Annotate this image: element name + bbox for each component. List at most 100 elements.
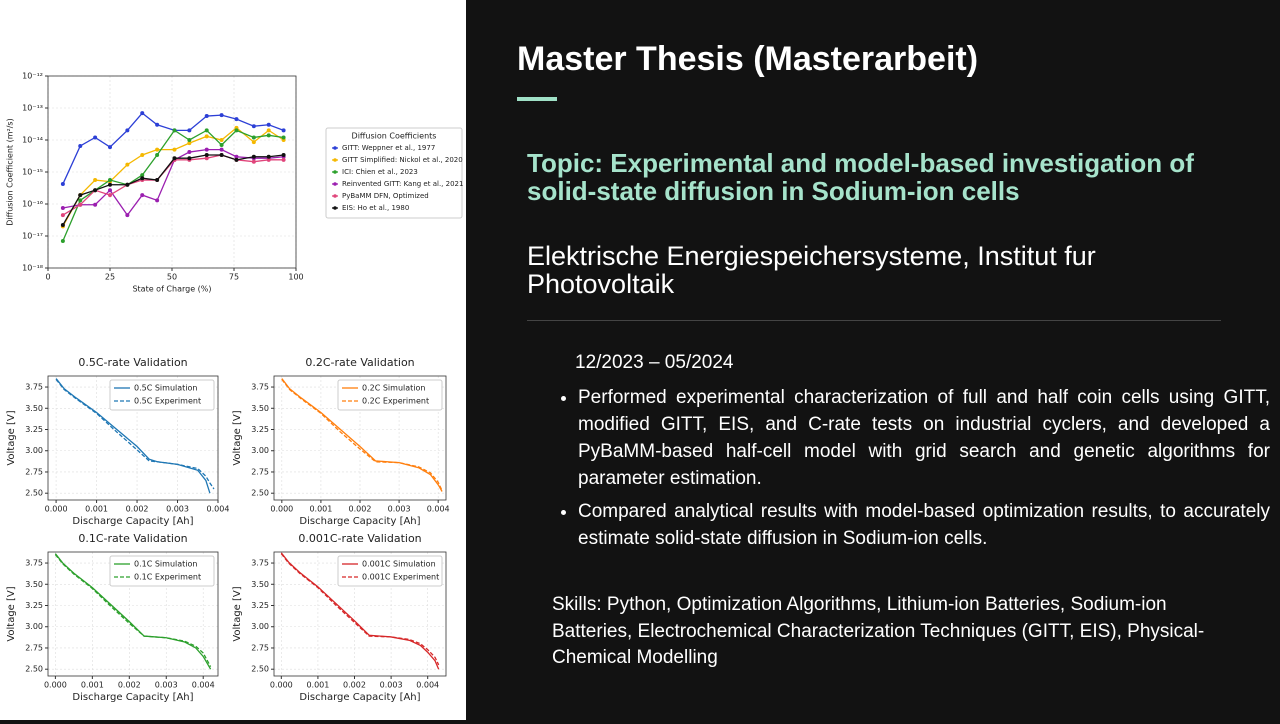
legend-marker <box>333 194 337 198</box>
data-point <box>60 205 65 210</box>
x-tick-label: 0.004 <box>207 505 230 514</box>
data-point <box>266 154 271 159</box>
legend-label: Reinvented GITT: Kang et al., 2021 <box>342 180 463 188</box>
figures: 0 25 50 75 100 10⁻¹⁸ 10⁻¹⁷ 10⁻¹⁶ 10⁻¹⁵ 10⁻¹⁴ 10⁻¹³… <box>6 72 464 704</box>
title-underline <box>517 97 557 101</box>
data-point <box>155 122 160 127</box>
data-point <box>108 188 112 193</box>
x-tick-label: 25 <box>105 273 115 282</box>
data-point <box>204 128 209 133</box>
x-tick-label: 0.002 <box>118 681 141 690</box>
divider <box>527 320 1221 321</box>
x-tick-label: 0.001 <box>81 681 104 690</box>
data-point <box>187 156 192 161</box>
y-tick-label: 10⁻¹⁸ <box>22 264 43 273</box>
y-tick-label: 10⁻¹³ <box>22 104 43 113</box>
data-point <box>155 178 160 183</box>
y-tick-label: 2.75 <box>251 643 269 652</box>
data-point <box>187 150 192 155</box>
data-point <box>234 117 239 122</box>
y-tick-label: 3.50 <box>25 404 43 413</box>
bullet-list: Performed experimental characterization … <box>556 384 1270 558</box>
data-point <box>60 213 65 218</box>
legend-label: 0.5C Experiment <box>134 397 201 406</box>
legend-label: GITT Simplified: Nickol et al., 2020 <box>342 156 463 164</box>
y-tick-label: 3.50 <box>251 404 269 413</box>
y-tick-label: 10⁻¹⁴ <box>22 136 43 145</box>
data-point <box>93 178 98 183</box>
y-tick-label: 3.00 <box>25 446 43 455</box>
y-tick-label: 3.25 <box>251 601 269 610</box>
data-point <box>187 138 192 142</box>
data-point <box>251 124 256 129</box>
legend-label: 0.2C Experiment <box>362 397 429 406</box>
x-tick-label: 0.004 <box>416 681 439 690</box>
slide-title: Master Thesis (Masterarbeit) <box>517 40 979 78</box>
legend-marker <box>333 158 337 162</box>
figure-panel: 0 25 50 75 100 10⁻¹⁸ 10⁻¹⁷ 10⁻¹⁶ 10⁻¹⁵ 10⁻¹⁴ 10⁻¹³… <box>0 0 466 720</box>
data-point <box>108 145 112 150</box>
x-axis-label: State of Charge (%) <box>132 285 211 294</box>
data-point <box>204 114 209 119</box>
chart-title: 0.1C-rate Validation <box>78 532 187 545</box>
x-tick-label: 0.002 <box>343 681 366 690</box>
y-axis-label: Voltage [V] <box>6 586 17 641</box>
chart-title: 0.5C-rate Validation <box>78 356 187 369</box>
data-point <box>60 238 65 243</box>
x-axis-label: Discharge Capacity [Ah] <box>299 692 420 703</box>
legend-label: 0.5C Simulation <box>134 384 197 393</box>
data-point <box>108 182 112 187</box>
y-tick-label: 10⁻¹⁶ <box>22 200 43 209</box>
y-tick-label: 3.75 <box>25 559 43 568</box>
x-axis-label: Discharge Capacity [Ah] <box>299 516 420 527</box>
data-point <box>281 152 286 157</box>
data-point <box>266 133 271 138</box>
data-point <box>266 157 271 162</box>
data-point <box>204 147 209 152</box>
y-tick-label: 2.50 <box>25 489 43 498</box>
data-point <box>219 138 224 142</box>
x-tick-label: 0.003 <box>388 505 411 514</box>
data-point <box>172 147 177 152</box>
y-tick-label: 2.75 <box>25 643 43 652</box>
y-tick-label: 3.25 <box>251 425 269 434</box>
legend-box <box>109 555 215 587</box>
data-point <box>155 152 160 157</box>
series-line <box>281 379 443 491</box>
plot-frame <box>47 75 297 269</box>
bullet: Performed experimental characterization … <box>578 384 1270 492</box>
data-point <box>187 128 192 133</box>
x-tick-label: 0.003 <box>155 681 178 690</box>
data-point <box>125 213 130 218</box>
x-tick-label: 0 <box>45 273 50 282</box>
x-tick-label: 0.001 <box>85 505 108 514</box>
data-point <box>234 157 239 162</box>
y-tick-label: 3.50 <box>251 580 269 589</box>
y-tick-label: 3.75 <box>251 559 269 568</box>
y-axis-label: Voltage [V] <box>232 586 243 641</box>
data-point <box>78 198 83 203</box>
legend-label: 0.001C Experiment <box>362 573 439 582</box>
data-point <box>78 202 83 207</box>
y-tick-label: 2.50 <box>251 665 269 674</box>
plot-frame <box>273 551 447 677</box>
y-tick-label: 3.50 <box>25 580 43 589</box>
data-point <box>140 152 145 157</box>
x-tick-label: 0.002 <box>349 505 372 514</box>
y-tick-label: 10⁻¹² <box>22 72 43 81</box>
data-point <box>219 113 224 118</box>
y-tick-label: 3.00 <box>25 622 43 631</box>
x-tick-label: 0.001 <box>306 681 329 690</box>
x-tick-label: 0.000 <box>45 505 68 514</box>
y-tick-label: 2.75 <box>251 467 269 476</box>
legend-label: PyBaMM DFN, Optimized <box>342 192 429 200</box>
legend-label: 0.1C Simulation <box>134 560 197 569</box>
y-tick-label: 2.75 <box>25 467 43 476</box>
y-tick-label: 3.75 <box>251 383 269 392</box>
data-point <box>204 134 209 139</box>
x-tick-label: 0.002 <box>126 505 149 514</box>
data-point <box>155 147 160 152</box>
data-point <box>172 156 177 161</box>
data-point <box>93 188 98 193</box>
